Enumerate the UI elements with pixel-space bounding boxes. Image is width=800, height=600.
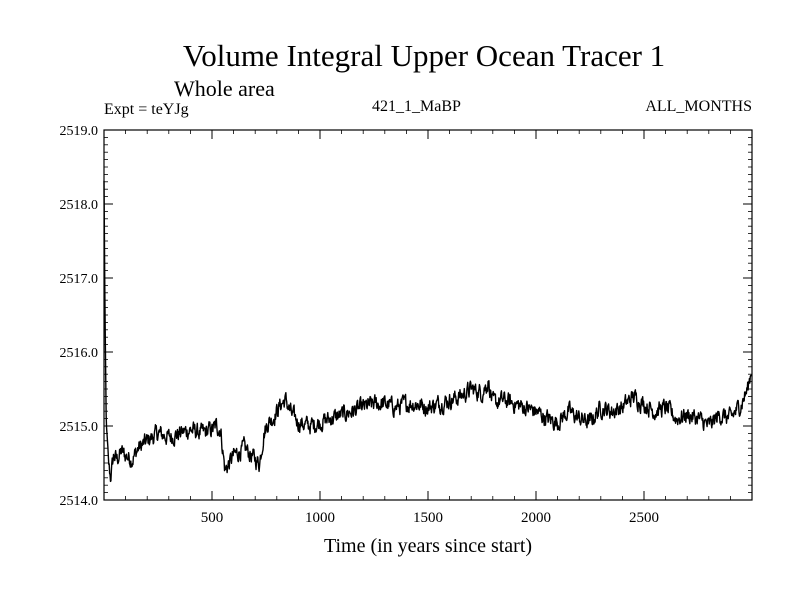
axis-ticks <box>104 129 752 501</box>
y-tick-label: 2515.0 <box>60 420 99 435</box>
run-label: 421_1_MaBP <box>372 98 461 115</box>
x-tick-label: 2500 <box>629 510 659 526</box>
x-tick-label: 1000 <box>305 510 335 526</box>
y-tick-label: 2514.0 <box>60 494 99 509</box>
experiment-label: Expt = teYJg <box>104 101 189 118</box>
period-label: ALL_MONTHS <box>645 98 752 115</box>
plot-area-frame <box>103 129 753 501</box>
y-tick-label: 2517.0 <box>60 272 99 287</box>
axis-tick-labels: 2514.0 2515.0 2516.0 2517.0 2518.0 2519.0 500 1… <box>60 124 660 526</box>
chart-subtitle: Whole area <box>174 76 275 101</box>
y-tick-label: 2516.0 <box>60 346 99 361</box>
x-axis-label: Time (in years since start) <box>323 535 533 557</box>
series-line-tracer-1 <box>103 180 753 483</box>
x-tick-label: 500 <box>201 510 224 526</box>
x-tick-label: 2000 <box>521 510 551 526</box>
chart-title: Volume Integral Upper Ocean Tracer 1 <box>182 38 666 73</box>
y-tick-label: 2518.0 <box>60 198 99 213</box>
y-tick-label: 2519.0 <box>60 124 99 139</box>
series-group <box>103 180 753 483</box>
x-tick-label: 1500 <box>413 510 443 526</box>
